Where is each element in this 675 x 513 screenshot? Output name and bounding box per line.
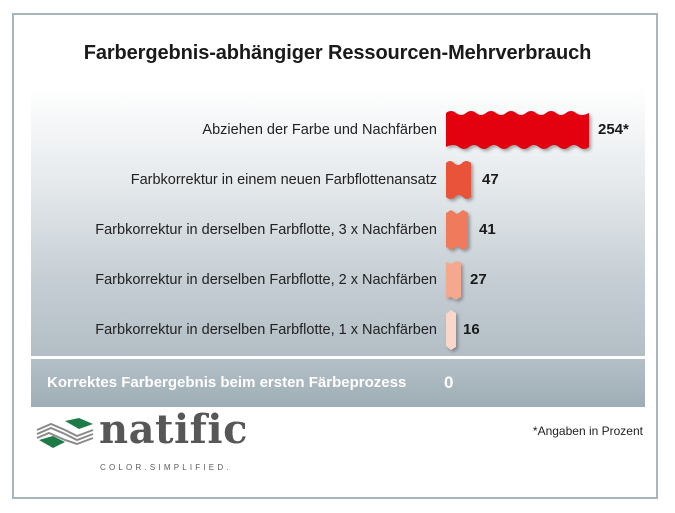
bar-value: 254* [598, 121, 629, 138]
bar-row: Farbkorrektur in einem neuen Farbflotten… [31, 160, 645, 200]
bar-value: 47 [482, 171, 499, 188]
bar-value: 41 [479, 221, 496, 238]
bar-value: 16 [463, 321, 480, 338]
bar-label: Farbkorrektur in einem neuen Farbflotten… [130, 172, 437, 188]
bar [446, 310, 456, 350]
natific-logo: natific COLOR.SIMPLIFIED. [35, 406, 247, 472]
bar-label: Abziehen der Farbe und Nachfärben [202, 122, 437, 138]
chart-panel: Abziehen der Farbe und Nachfärben 254* F… [31, 86, 645, 356]
chart-title: Farbergebnis-abhängiger Ressourcen-Mehrv… [83, 42, 592, 64]
bar [446, 260, 461, 300]
baseline-band: Korrektes Farbergebnis beim ersten Färbe… [31, 359, 645, 407]
logo-mark-icon [36, 418, 94, 448]
bar [446, 110, 589, 150]
logo-tagline: COLOR.SIMPLIFIED. [100, 463, 232, 472]
bar-label: Farbkorrektur in derselben Farbflotte, 1… [95, 322, 437, 338]
bar-label: Farbkorrektur in derselben Farbflotte, 2… [95, 272, 437, 288]
bar [446, 210, 468, 250]
baseline-label: Korrektes Farbergebnis beim ersten Färbe… [47, 374, 407, 391]
bar-value: 27 [470, 271, 487, 288]
bar [446, 160, 471, 200]
bar-row: Farbkorrektur in derselben Farbflotte, 1… [31, 310, 645, 350]
bar-row: Farbkorrektur in derselben Farbflotte, 2… [31, 260, 645, 300]
baseline-value: 0 [444, 373, 454, 392]
footnote: *Angaben in Prozent [532, 424, 643, 438]
logo-wordmark: natific [99, 406, 248, 453]
bar-row: Farbkorrektur in derselben Farbflotte, 3… [31, 210, 645, 250]
bar-row: Abziehen der Farbe und Nachfärben 254* [31, 110, 645, 150]
bar-label: Farbkorrektur in derselben Farbflotte, 3… [95, 222, 437, 238]
